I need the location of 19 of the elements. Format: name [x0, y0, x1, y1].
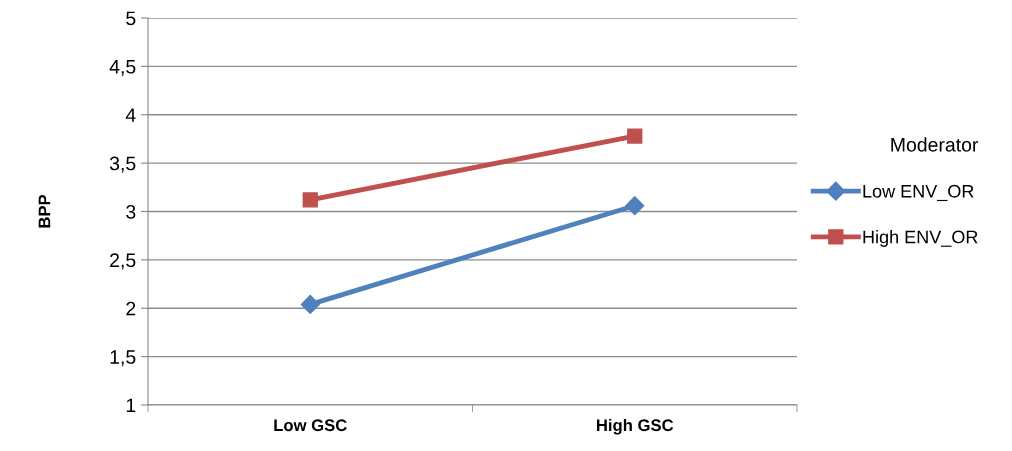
y-tick-label: 2,5: [110, 253, 136, 270]
point: [302, 192, 318, 208]
y-tick-label: 4,5: [109, 60, 136, 76]
legend-title: Moderator: [891, 137, 979, 152]
y-axis-title: BPP: [38, 194, 51, 228]
y-tick-label: 3: [126, 204, 136, 219]
x-tick-label: High GSC: [596, 418, 674, 435]
legend-label: Low ENV_OR: [863, 184, 974, 202]
y-tick-label: 1: [126, 398, 136, 413]
y-tick-label: 3,5: [109, 156, 136, 173]
y-tick-label: 1,5: [110, 350, 136, 367]
point: [300, 294, 320, 314]
point: [625, 196, 645, 216]
point: [627, 128, 643, 144]
y-tick-label: 5: [126, 11, 136, 26]
x-tick-label: Low GSC: [274, 419, 347, 432]
y-tick-label: 4: [125, 108, 136, 122]
y-tick-label: 2: [126, 301, 136, 316]
legend-label: High ENV_OR: [863, 230, 978, 247]
